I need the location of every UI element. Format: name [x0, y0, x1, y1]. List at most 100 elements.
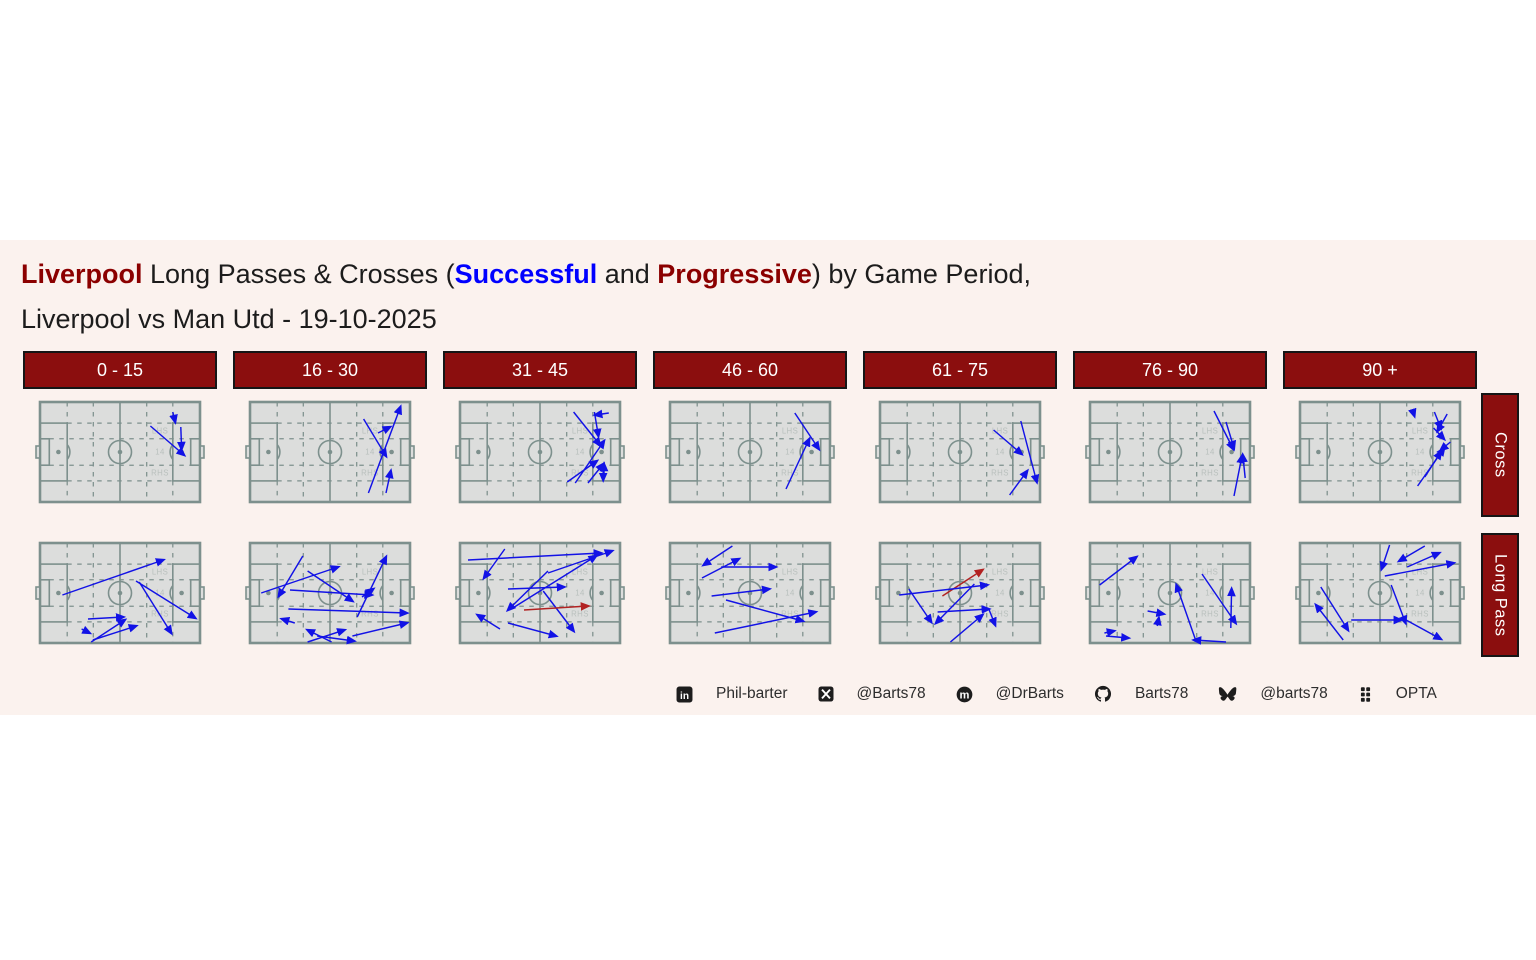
- zone-label: RHS: [1201, 469, 1219, 478]
- zone-label: 14: [1205, 589, 1215, 598]
- pitch-marking: [1299, 578, 1311, 607]
- pitch-marking: [1219, 585, 1224, 601]
- zone-label: 14: [1205, 448, 1215, 457]
- bluesky-icon: [1218, 686, 1237, 703]
- successful-pass-arrow: [1406, 551, 1442, 568]
- successful-pass-arrow: [794, 412, 821, 452]
- pitch-marking: [1229, 449, 1234, 455]
- successful-pass-arrow: [507, 622, 559, 639]
- successful-pass-arrow: [573, 411, 602, 448]
- footer-label: @Barts78: [856, 685, 926, 702]
- pitch-marking: [389, 449, 394, 455]
- pitch-marking: [1089, 437, 1101, 466]
- github-icon: [1094, 685, 1112, 703]
- successful-pass-arrow: [908, 588, 933, 625]
- zone-label: RHS: [991, 610, 1009, 619]
- pitch-marking: [266, 590, 271, 596]
- zone-label: RHS: [1411, 469, 1429, 478]
- successful-pass-arrow: [1379, 544, 1391, 572]
- pitch-marking: [1157, 439, 1183, 465]
- successful-pass-arrow: [317, 635, 357, 645]
- pitch-marking: [809, 590, 814, 596]
- pitch-marking: [1029, 437, 1041, 466]
- period-header-3: 46 - 60: [653, 351, 847, 389]
- row-label-text: Cross: [1491, 432, 1510, 478]
- pitch-long_pass-col6: LHS 14 RHS: [1295, 540, 1465, 646]
- zone-label: LHS: [782, 568, 798, 577]
- pitch-long_pass-col3: LHS 14 RHS: [665, 540, 835, 646]
- pitch-marking: [476, 449, 481, 455]
- pitch-marking: [327, 449, 333, 455]
- successful-pass-arrow: [169, 411, 178, 425]
- zone-label: RHS: [151, 469, 169, 478]
- period-header-5: 76 - 90: [1073, 351, 1267, 389]
- pitch-marking: [1167, 449, 1173, 455]
- successful-pass-arrow: [993, 429, 1024, 456]
- successful-pass-arrow: [279, 617, 296, 626]
- successful-pass-arrow: [507, 582, 567, 592]
- period-header-0: 0 - 15: [23, 351, 217, 389]
- successful-pass-arrow: [62, 558, 166, 596]
- pitch-marking: [399, 578, 411, 607]
- period-label: 0 - 15: [96, 359, 144, 380]
- pitch-long_pass-col1: LHS 14 RHS: [245, 540, 415, 646]
- pitch-marking: [696, 444, 701, 460]
- successful-pass-arrow: [1390, 584, 1408, 626]
- successful-pass-arrow: [1174, 582, 1197, 641]
- opta-icon: [1358, 686, 1373, 703]
- pitch-marking: [1377, 449, 1383, 455]
- zone-label: 14: [365, 448, 375, 457]
- zone-label: LHS: [572, 427, 588, 436]
- zone-label: 14: [575, 448, 585, 457]
- pitch-marking: [527, 439, 553, 465]
- pitch-marking: [1019, 590, 1024, 596]
- successful-pass-arrow: [1239, 452, 1248, 479]
- successful-pass-arrow: [92, 624, 139, 641]
- successful-pass-arrow: [1191, 636, 1227, 645]
- title-text-and: and: [597, 259, 658, 289]
- successful-pass-arrow: [361, 587, 376, 598]
- period-label: 61 - 75: [931, 359, 989, 380]
- pitch-marking: [276, 444, 281, 460]
- pitch-marking: [1377, 590, 1383, 596]
- pitch-marking: [107, 580, 133, 606]
- zone-label: RHS: [781, 610, 799, 619]
- successful-pass-arrow: [1099, 555, 1139, 586]
- pitch-marking: [896, 590, 901, 596]
- pitch-marking: [486, 444, 491, 460]
- title-progressive: Progressive: [657, 259, 812, 289]
- zone-label: RHS: [991, 469, 1009, 478]
- pitch-marking: [179, 590, 184, 596]
- zone-label: LHS: [1202, 568, 1218, 577]
- pitch-marking: [1116, 444, 1121, 460]
- successful-pass-arrow: [1227, 586, 1236, 629]
- successful-pass-arrow: [547, 549, 615, 574]
- pitch-marking: [389, 590, 394, 596]
- pitch-marking: [189, 437, 201, 466]
- title-text-1: Long Passes & Crosses (: [142, 259, 455, 289]
- pitch-marking: [669, 578, 681, 607]
- successful-pass-arrow: [356, 554, 388, 618]
- pitch-marking: [1219, 444, 1224, 460]
- period-label: 46 - 60: [721, 359, 779, 380]
- zone-label: 14: [785, 448, 795, 457]
- successful-pass-arrow: [1105, 633, 1132, 642]
- successful-pass-arrow: [467, 549, 604, 561]
- progressive-pass-arrow: [942, 568, 985, 597]
- zone-label: LHS: [782, 427, 798, 436]
- pitch-cross-col1: LHS 14 RHS: [245, 399, 415, 505]
- successful-pass-arrow: [377, 425, 393, 435]
- successful-pass-arrow: [1433, 427, 1446, 442]
- successful-pass-arrow: [385, 468, 394, 494]
- zone-label: RHS: [781, 469, 799, 478]
